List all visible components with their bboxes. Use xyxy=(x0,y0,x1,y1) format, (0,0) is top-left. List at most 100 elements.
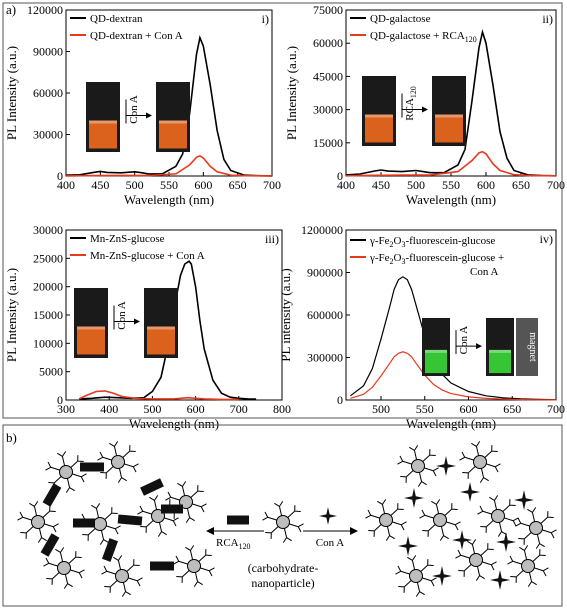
nanoparticle-left-2 xyxy=(111,455,125,469)
center-label-line1: (carbohydrate- xyxy=(248,561,319,575)
nanoparticle-left-3-ligand xyxy=(100,529,105,540)
nanoparticle-right-0-sugar xyxy=(429,449,436,456)
nanoparticle-left-6-ligand xyxy=(194,571,199,582)
nanoparticle-right-0-sugar xyxy=(400,476,407,483)
nanoparticle-right-3-sugar xyxy=(451,503,458,510)
nanoparticle-left-6-ligand xyxy=(189,550,194,561)
x-tick-label: 500 xyxy=(372,402,390,416)
nanoparticle-right-6-sugar xyxy=(407,555,417,561)
nanoparticle-left-4-sugar xyxy=(157,531,167,537)
nanoparticle-left-4-sugar xyxy=(172,517,179,527)
nanoparticle-right-5-sugar xyxy=(527,507,537,513)
nanoparticle-right-4-ligand xyxy=(485,519,494,528)
arrow-head xyxy=(146,112,152,119)
nanoparticle-right-3 xyxy=(433,513,447,527)
nanoparticle-left-4-sugar xyxy=(140,526,147,533)
nanoparticle-right-3-ligand xyxy=(424,514,435,519)
vial-after-meniscus xyxy=(489,349,511,353)
nanoparticle-right-4-ligand xyxy=(498,521,503,532)
nanoparticle-left-0-sugar xyxy=(37,537,47,543)
panel-b-label: b) xyxy=(6,430,17,445)
nanoparticle-right-7-sugar xyxy=(490,561,497,571)
y-tick-label: 30000 xyxy=(313,103,343,117)
nanoparticle-left-2-sugar xyxy=(100,472,107,479)
cona-lectin-3 xyxy=(514,490,534,510)
x-tick-label: 600 xyxy=(194,178,212,192)
rca120-lectin-5 xyxy=(150,561,174,571)
vial-after-liquid xyxy=(435,114,463,143)
nanoparticle-center xyxy=(276,515,290,529)
x-axis-label: Wavelength (nm) xyxy=(129,416,219,431)
nanoparticle-right-0-ligand xyxy=(413,450,418,461)
inset-arrow-label: Con A xyxy=(128,95,140,123)
nanoparticle-right-2-sugar xyxy=(385,535,395,541)
nanoparticle-right-3-ligand xyxy=(440,525,445,536)
nanoparticle-right-0-sugar xyxy=(417,481,427,487)
nanoparticle-right-7-ligand xyxy=(460,554,471,559)
nanoparticle-left-6-sugar xyxy=(193,581,203,587)
nanoparticle-right-5-ligand xyxy=(520,522,531,527)
nanoparticle-right-5-sugar xyxy=(515,517,522,527)
nanoparticle-left-1-ligand xyxy=(71,473,82,478)
nanoparticle-left-1-ligand xyxy=(66,477,71,488)
nanoparticle-right-8-ligand xyxy=(528,571,533,582)
nanoparticle-right-7-ligand xyxy=(471,544,476,555)
nanoparticle-left-1-sugar xyxy=(80,473,87,483)
nanoparticle-left-0-sugar xyxy=(17,511,24,521)
right-arrow-cona-icon xyxy=(319,507,337,525)
nanoparticle-right-7 xyxy=(469,553,483,567)
nanoparticle-right-4-sugar xyxy=(489,495,499,501)
nanoparticle-left-7-ligand xyxy=(186,507,191,518)
nanoparticle-right-3-ligand xyxy=(435,504,440,515)
vial-after-liquid xyxy=(489,349,511,374)
nanoparticle-left-1-ligand xyxy=(53,475,62,484)
nanoparticle-center-sugar xyxy=(282,537,292,543)
x-axis-label: Wavelength (nm) xyxy=(124,192,214,207)
x-tick-label: 650 xyxy=(512,178,530,192)
x-tick-label: 300 xyxy=(57,402,75,416)
nanoparticle-right-4-sugar xyxy=(509,499,516,506)
rca120-lectin-3 xyxy=(117,514,143,526)
left-arrow-head xyxy=(206,527,214,535)
vial-before-meniscus xyxy=(365,114,393,118)
nanoparticle-right-7-ligand xyxy=(480,548,489,557)
nanoparticle-right-0-ligand xyxy=(418,471,423,482)
nanoparticle-right-6-ligand xyxy=(416,581,421,592)
nanoparticle-right-2-ligand xyxy=(373,523,382,532)
nanoparticle-left-2-sugar xyxy=(117,477,127,483)
nanoparticle-left-5-ligand xyxy=(126,564,135,573)
nanoparticle-right-8-ligand xyxy=(512,560,523,565)
vial-after-liquid xyxy=(159,120,187,149)
nanoparticle-left-8 xyxy=(57,561,71,575)
y-axis-label: PL Intensity (a.u.) xyxy=(284,46,299,140)
nanoparticle-left-8-sugar xyxy=(78,569,85,579)
nanoparticle-left-6-sugar xyxy=(205,549,212,556)
nanoparticle-left-6-sugar xyxy=(208,567,215,577)
nanoparticle-left-7-ligand xyxy=(191,503,202,508)
nanoparticle-left-0-sugar xyxy=(20,532,27,539)
nanoparticle-left-8-sugar xyxy=(43,557,50,567)
nanoparticle-right-5-ligand xyxy=(541,529,552,534)
vial-before-meniscus xyxy=(425,349,447,353)
nanoparticle-left-1-sugar xyxy=(57,451,67,457)
series-line-0 xyxy=(78,260,257,400)
nanoparticle-right-4-ligand xyxy=(493,500,498,511)
nanoparticle-left-5 xyxy=(115,569,129,583)
nanoparticle-right-2-sugar xyxy=(400,521,407,531)
nanoparticle-right-7-sugar xyxy=(455,549,462,559)
panel-b-frame xyxy=(2,424,563,607)
nanoparticle-right-5-ligand xyxy=(523,531,532,540)
cona-lectin-1 xyxy=(404,488,424,508)
nanoparticle-left-0-ligand xyxy=(22,516,33,521)
panel-tag: iv) xyxy=(540,232,553,246)
nanoparticle-left-3-ligand xyxy=(104,512,113,521)
series-line-0 xyxy=(345,29,557,177)
nanoparticle-left-8-sugar xyxy=(46,578,53,585)
nanoparticle-center-sugar xyxy=(274,501,284,507)
nanoparticle-left-5-sugar xyxy=(113,555,123,561)
chart-fe2o3-fluorescein-glucose: 500 550 600 650 700 0 300000 600000 900000 120000… xyxy=(278,223,565,431)
x-tick-label: 550 xyxy=(160,178,178,192)
x-tick-label: 700 xyxy=(263,178,281,192)
legend-entry: QD-dextran xyxy=(90,13,143,25)
inset-arrow-label: Con A xyxy=(116,301,128,329)
